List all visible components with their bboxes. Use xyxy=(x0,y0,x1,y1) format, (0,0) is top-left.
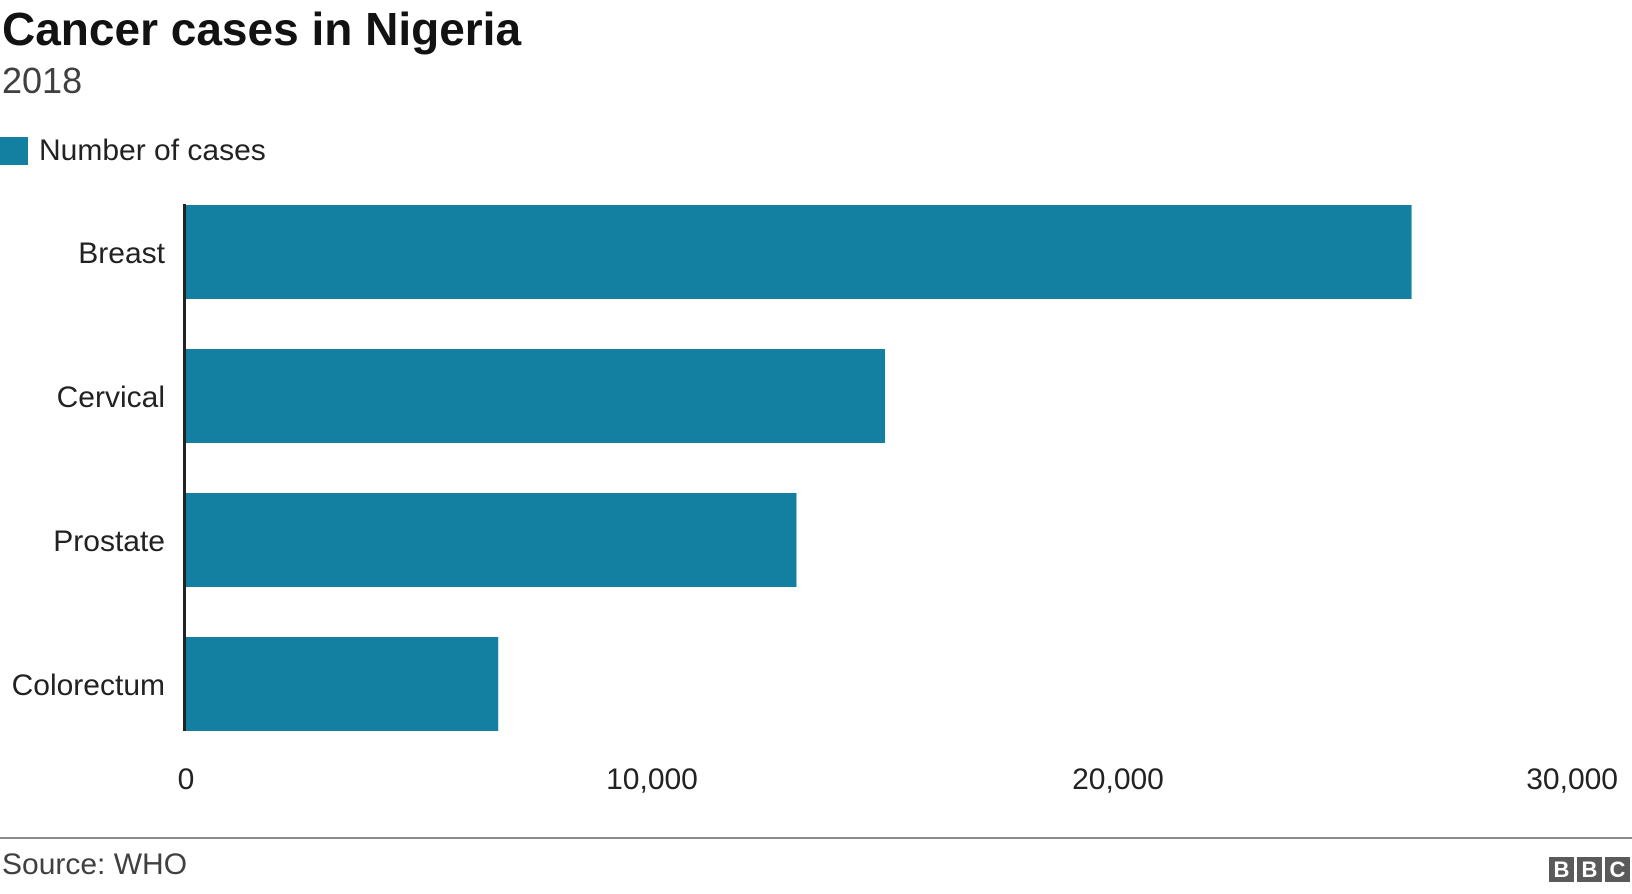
category-label-prostate: Prostate xyxy=(53,525,165,558)
category-label-colorectum: Colorectum xyxy=(12,669,165,702)
bbc-logo-letter: B xyxy=(1577,857,1602,882)
bar-prostate xyxy=(186,493,797,587)
bars-layer xyxy=(186,205,1412,731)
legend-swatch xyxy=(0,137,28,165)
x-tick-label: 20,000 xyxy=(1072,763,1164,796)
bar-chart: Breast Cervical Prostate Colorectum 0 10,000… xyxy=(12,204,1618,796)
category-label-cervical: Cervical xyxy=(57,381,165,414)
chart-subtitle: 2018 xyxy=(2,60,83,101)
category-label-breast: Breast xyxy=(78,237,165,270)
x-tick-label: 10,000 xyxy=(606,763,698,796)
bbc-logo-letter: C xyxy=(1605,857,1630,882)
x-tick-label: 30,000 xyxy=(1526,763,1618,796)
chart-title: Cancer cases in Nigeria xyxy=(2,3,522,55)
bar-colorectum xyxy=(186,637,499,731)
bar-cervical xyxy=(186,349,885,443)
category-labels: Breast Cervical Prostate Colorectum xyxy=(12,237,166,702)
bar-breast xyxy=(186,205,1412,299)
x-axis-tick-labels: 0 10,000 20,000 30,000 xyxy=(178,763,1618,796)
bbc-logo: B B C xyxy=(1549,857,1630,882)
bbc-logo-letter: B xyxy=(1549,857,1574,882)
source-note: Source: WHO xyxy=(2,848,188,881)
footer-divider xyxy=(0,837,1632,839)
legend: Number of cases xyxy=(0,134,266,168)
x-tick-label: 0 xyxy=(178,763,195,796)
legend-label: Number of cases xyxy=(39,134,266,167)
